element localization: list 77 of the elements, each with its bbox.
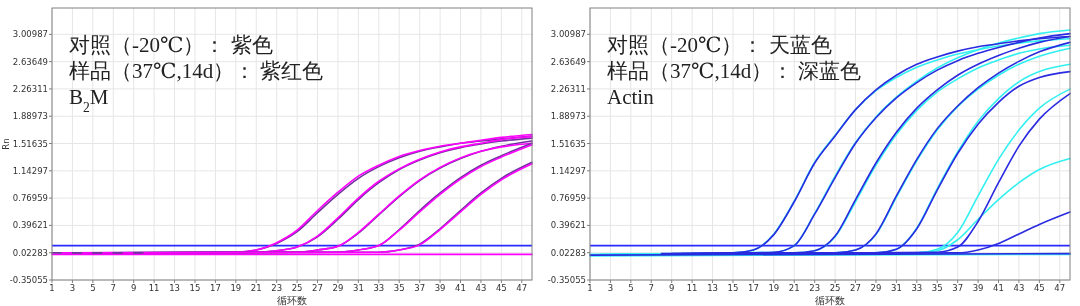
y-tick-label: 0.39621 (12, 220, 48, 231)
annotation: 样品（37℃,14d）： 紫红色 (69, 59, 324, 83)
y-tick-label: 3.00987 (12, 29, 48, 40)
x-tick-label: 15 (727, 283, 739, 293)
x-tick-label: 27 (850, 283, 861, 293)
y-tick-label: -0.35055 (547, 275, 586, 285)
x-tick-label: 3 (607, 283, 614, 293)
y-tick-label: 0.76959 (12, 193, 48, 204)
x-tick-label: 9 (668, 283, 675, 293)
x-tick-label: 31 (352, 283, 364, 293)
x-tick-label: 43 (475, 283, 487, 293)
x-tick-label: 25 (829, 283, 841, 293)
x-tick-label: 9 (130, 283, 137, 293)
x-tick-label: 47 (516, 283, 528, 293)
x-tick-label: 35 (393, 283, 405, 293)
x-tick-label: 19 (230, 283, 242, 293)
y-tick-label: 0.02283 (550, 247, 586, 258)
x-tick-label: 1 (587, 283, 593, 293)
x-tick-label: 45 (495, 283, 507, 293)
annotation: Actin (607, 85, 655, 109)
x-tick-label: 19 (768, 283, 780, 293)
x-tick-label: 43 (1013, 283, 1025, 293)
x-tick-label: 23 (271, 283, 283, 293)
y-tick-label: 3.00987 (550, 29, 586, 40)
y-tick-label: 1.14297 (550, 165, 586, 176)
y-tick-label: 1.88973 (12, 111, 48, 122)
x-tick-label: 3 (69, 283, 76, 293)
y-tick-label: 2.26311 (550, 83, 586, 94)
x-tick-label: 17 (209, 283, 221, 293)
x-tick-label: 45 (1033, 283, 1045, 293)
x-tick-label: 29 (332, 283, 344, 293)
x-tick-label: 7 (110, 283, 116, 293)
x-tick-label: 29 (870, 283, 882, 293)
x-tick-label: 37 (952, 283, 964, 293)
x-tick-label: 21 (250, 283, 262, 293)
x-tick-label: 39 (972, 283, 984, 293)
y-tick-label: 0.39621 (550, 220, 586, 231)
x-tick-label: 11 (148, 283, 160, 293)
x-tick-label: 5 (90, 283, 96, 293)
y-tick-label: 2.26311 (12, 83, 48, 94)
x-tick-label: 33 (911, 283, 923, 293)
x-tick-label: 41 (455, 283, 466, 293)
x-tick-label: 33 (373, 283, 385, 293)
x-tick-label: 5 (628, 283, 634, 293)
y-tick-label: 1.51635 (550, 138, 586, 149)
y-tick-label: 1.88973 (550, 111, 586, 122)
annotation: 对照（-20℃）： 紫色 (69, 33, 273, 57)
x-tick-label: 1 (49, 283, 55, 293)
x-tick-label: 11 (686, 283, 698, 293)
x-tick-label: 37 (414, 283, 426, 293)
y-tick-label: 0.02283 (12, 247, 48, 258)
y-tick-label: 0.76959 (550, 193, 586, 204)
x-tick-label: 47 (1054, 283, 1066, 293)
x-tick-label: 23 (809, 283, 821, 293)
x-tick-label: 41 (993, 283, 1004, 293)
x-tick-label: 13 (169, 283, 180, 293)
annotation: 样品（37℃,14d）： 深蓝色 (607, 59, 862, 83)
x-tick-label: 35 (931, 283, 943, 293)
x-tick-label: 7 (648, 283, 654, 293)
x-tick-label: 21 (788, 283, 800, 293)
x-axis-title: 循环数 (815, 295, 845, 306)
y-tick-label: 1.51635 (12, 138, 48, 149)
y-tick-label: 1.14297 (12, 165, 48, 176)
x-tick-label: 27 (312, 283, 323, 293)
x-tick-label: 17 (747, 283, 759, 293)
x-tick-label: 13 (707, 283, 718, 293)
annotation: 对照（-20℃）： 天蓝色 (607, 33, 832, 57)
x-tick-label: 15 (189, 283, 201, 293)
y-tick-label: 2.63649 (550, 56, 586, 67)
x-axis-title: 循环数 (277, 295, 307, 306)
y-tick-label: 2.63649 (12, 56, 48, 67)
y-axis-title: Rn (1, 138, 11, 150)
y-tick-label: -0.35055 (9, 275, 48, 285)
x-tick-label: 25 (291, 283, 303, 293)
x-tick-label: 39 (434, 283, 446, 293)
annotation: B$_{2}$M (69, 85, 109, 115)
x-tick-label: 31 (890, 283, 902, 293)
